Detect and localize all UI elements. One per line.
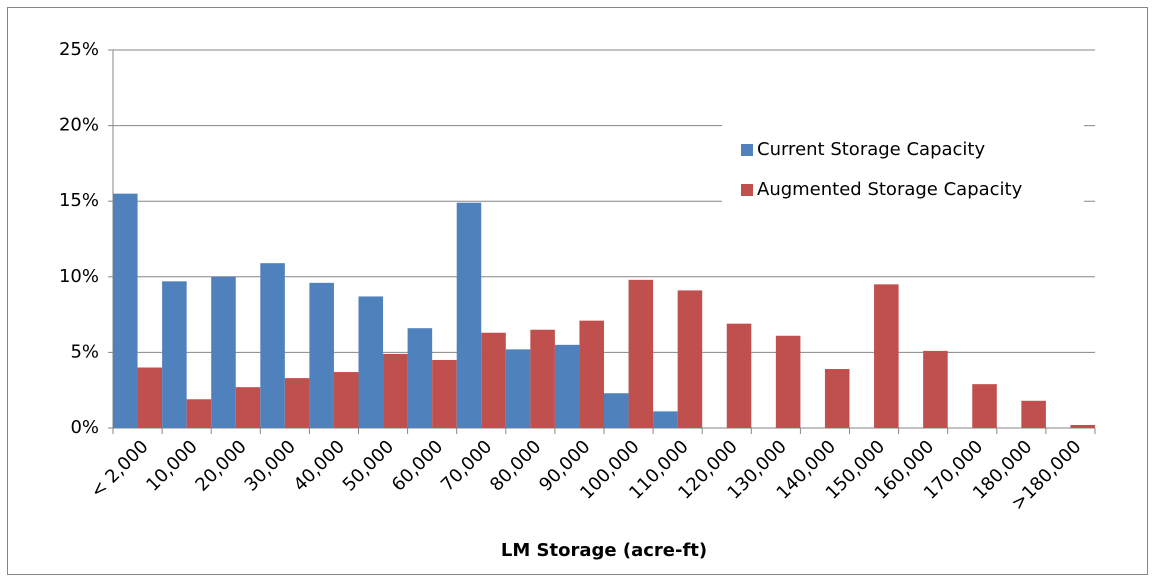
legend-box bbox=[722, 108, 1084, 202]
bar bbox=[309, 282, 334, 428]
legend-label: Augmented Storage Capacity bbox=[757, 179, 1023, 200]
bar bbox=[235, 387, 261, 428]
y-tick-label: 20% bbox=[59, 115, 99, 136]
bar bbox=[211, 276, 236, 428]
bar bbox=[653, 411, 678, 428]
legend-swatch bbox=[741, 184, 753, 196]
bar bbox=[530, 329, 555, 428]
bar bbox=[1070, 424, 1095, 428]
bar bbox=[162, 281, 187, 428]
bar bbox=[554, 344, 580, 428]
legend-swatch bbox=[741, 144, 753, 156]
bar bbox=[383, 353, 408, 428]
bar bbox=[432, 359, 457, 428]
y-tick-label: 10% bbox=[59, 266, 99, 287]
bar bbox=[604, 393, 629, 428]
bar bbox=[358, 296, 384, 428]
bar bbox=[775, 335, 801, 428]
y-tick-label: 25% bbox=[59, 39, 99, 60]
bar bbox=[628, 279, 654, 428]
legend-label: Current Storage Capacity bbox=[757, 139, 985, 160]
y-tick-label: 5% bbox=[70, 341, 99, 362]
bar bbox=[260, 263, 285, 428]
bar bbox=[137, 367, 163, 428]
bar bbox=[726, 323, 752, 428]
bar bbox=[113, 193, 138, 428]
bar bbox=[456, 202, 482, 428]
bar bbox=[579, 320, 604, 428]
y-tick-label: 15% bbox=[59, 190, 99, 211]
bar bbox=[1021, 400, 1046, 428]
x-axis-title: LM Storage (acre-ft) bbox=[501, 540, 707, 561]
bar bbox=[677, 290, 703, 428]
bar bbox=[824, 369, 850, 428]
chart-frame bbox=[7, 7, 1148, 575]
y-tick-label: 0% bbox=[70, 417, 99, 438]
bar bbox=[284, 378, 310, 428]
bar bbox=[505, 349, 531, 428]
bar bbox=[874, 284, 899, 428]
bar bbox=[407, 328, 433, 428]
bar bbox=[333, 372, 359, 428]
bar bbox=[481, 332, 506, 428]
bar bbox=[923, 350, 948, 428]
bar bbox=[186, 399, 212, 428]
bar bbox=[972, 384, 997, 428]
